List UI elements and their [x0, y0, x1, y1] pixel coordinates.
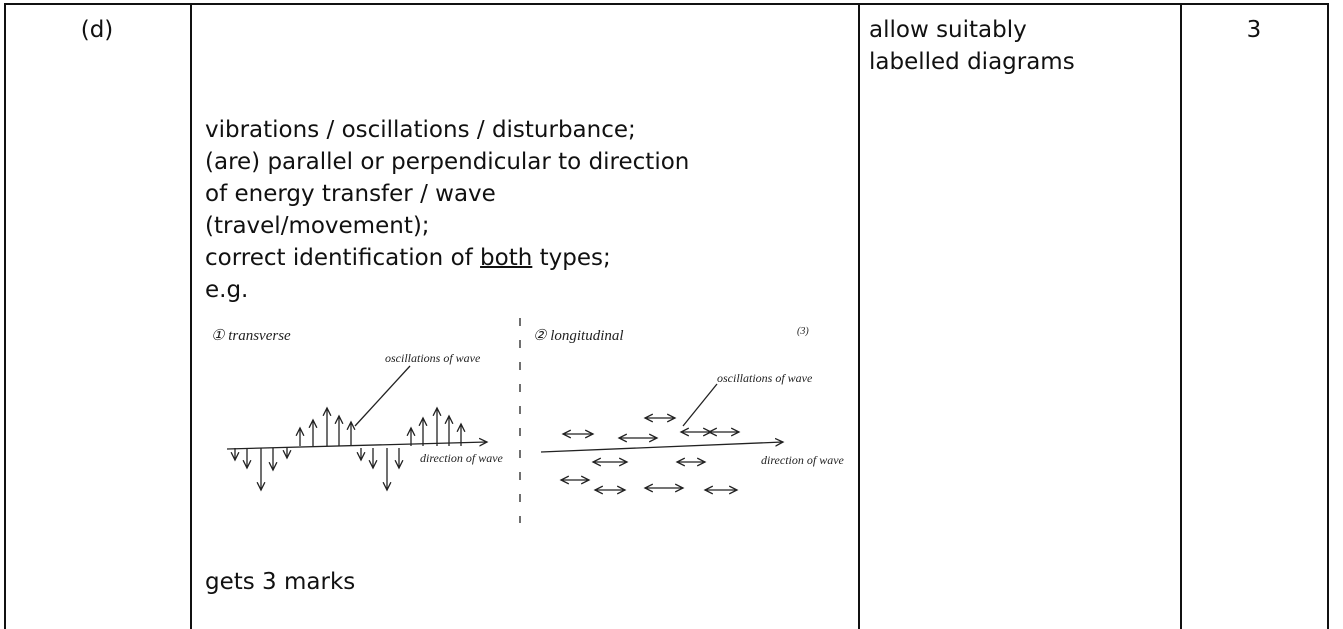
diagram-label: (3) — [797, 326, 809, 337]
axis-line — [540, 442, 783, 453]
diagram-label: direction of wave — [761, 453, 845, 467]
answer-line: correct identification of both types; — [205, 242, 611, 274]
table-border — [4, 3, 1329, 5]
table-border — [858, 3, 860, 629]
marks: 3 — [1246, 17, 1262, 43]
part-label: (d) — [80, 17, 114, 43]
diagram-label: oscillations of wave — [385, 351, 481, 365]
answer-footer: gets 3 marks — [205, 569, 356, 595]
leader-line — [354, 365, 411, 427]
table-border — [1180, 3, 1182, 629]
notes: allow suitably labelled diagrams — [869, 17, 1075, 75]
underlined-text: both — [480, 245, 533, 271]
table-border — [1327, 3, 1329, 629]
diagram-label: oscillations of wave — [717, 371, 813, 385]
table-border — [4, 3, 6, 629]
table-border — [190, 3, 192, 629]
text: correct identification of — [205, 245, 481, 271]
answer-line: (are) parallel or perpendicular to direc… — [205, 149, 690, 175]
diagram-title: ① transverse — [211, 328, 291, 344]
wave-diagram: ① transverse oscillations of wave direct… — [211, 318, 845, 523]
diagram-title: ② longitudinal — [533, 328, 624, 344]
text: types; — [532, 245, 611, 271]
leader-line — [682, 383, 718, 427]
answer-line: e.g. — [205, 277, 249, 303]
answer-line: of energy transfer / wave — [205, 181, 496, 207]
answer-line: (travel/movement); — [205, 213, 430, 239]
answer-line: vibrations / oscillations / disturbance; — [205, 117, 636, 143]
diagram-label: direction of wave — [420, 451, 504, 465]
axis-line — [226, 442, 487, 450]
